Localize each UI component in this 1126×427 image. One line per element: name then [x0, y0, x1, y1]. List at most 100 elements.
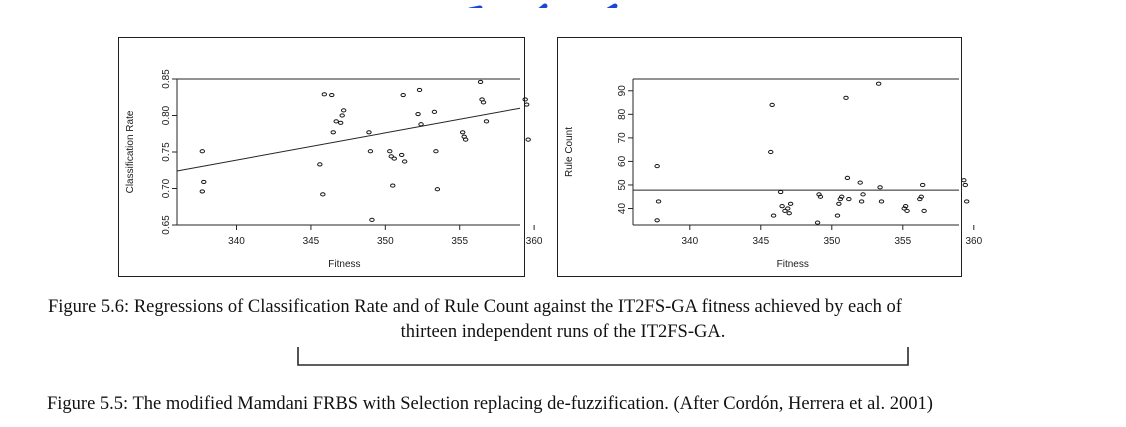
- figure-5-5-caption: Figure 5.5: The modified Mamdani FRBS wi…: [47, 394, 933, 414]
- rule-count-point-4: [769, 102, 775, 108]
- rule-count-point-29: [902, 204, 909, 209]
- rule-count-point-34: [921, 208, 927, 213]
- rule-count-point-6: [777, 189, 784, 195]
- classification-point-30: [462, 137, 469, 142]
- figure-bracket-separator: [297, 347, 909, 366]
- rule-count-plot-box: 340 345 350 355 360 40 50 60 70 80 90 Fitness Rule C…: [557, 37, 983, 277]
- rule-count-x-axis-label: Fitness: [777, 259, 809, 270]
- classification-point-1: [201, 179, 207, 185]
- classification-y-tick-label-1: 0.70: [161, 178, 172, 198]
- classification-y-tick-label-3: 0.80: [161, 105, 172, 125]
- rule-count-point-11: [787, 201, 794, 206]
- classification-point-35: [522, 97, 528, 102]
- rule-count-y-tick-label-0: 40: [617, 203, 628, 215]
- classification-y-tick-label-0: 0.65: [161, 215, 172, 235]
- rule-count-point-1: [655, 199, 662, 204]
- rule-count-point-19: [843, 95, 849, 100]
- rule-count-point-2: [654, 218, 660, 223]
- figure-5-6-caption-line-1: Figure 5.6: Regressions of Classificatio…: [48, 297, 902, 317]
- rule-count-point-25: [875, 81, 882, 86]
- classification-point-3: [317, 162, 323, 167]
- rule-count-x-tick-label-4: 360: [965, 236, 982, 247]
- rule-count-point-3: [768, 149, 774, 155]
- classification-x-tick-label-3: 355: [451, 236, 468, 247]
- rule-count-y-tick-label-3: 70: [617, 132, 628, 144]
- classification-point-13: [367, 149, 374, 154]
- classification-point-26: [433, 149, 439, 154]
- rule-count-point-23: [858, 199, 865, 204]
- rule-count-point-10: [786, 211, 792, 216]
- rule-count-point-27: [878, 199, 885, 204]
- classification-point-7: [330, 130, 336, 135]
- classification-point-17: [390, 183, 396, 188]
- classification-x-axis-label: Fitness: [328, 259, 360, 270]
- classification-point-9: [337, 120, 344, 125]
- rule-count-point-20: [844, 175, 851, 181]
- rule-count-x-tick-label-0: 340: [681, 236, 698, 247]
- classification-point-6: [329, 92, 335, 98]
- classification-x-tick-label-4: 360: [526, 236, 543, 247]
- classification-point-0: [199, 149, 205, 154]
- classification-point-12: [366, 130, 372, 135]
- classification-point-15: [387, 149, 393, 154]
- rule-count-point-26: [877, 185, 883, 190]
- classification-point-4: [320, 192, 326, 197]
- rule-count-point-7: [779, 204, 785, 209]
- classification-point-19: [398, 152, 405, 158]
- rule-count-point-32: [918, 194, 924, 199]
- rule-count-point-18: [839, 194, 845, 199]
- rule-count-y-tick-label-2: 60: [617, 155, 628, 167]
- rule-count-point-21: [846, 196, 852, 202]
- rule-count-point-12: [814, 220, 821, 225]
- rule-count-point-36: [962, 182, 968, 188]
- rule-count-point-16: [836, 201, 842, 206]
- classification-point-22: [415, 111, 421, 117]
- classification-x-tick-label-2: 350: [377, 236, 394, 247]
- classification-point-18: [391, 156, 397, 161]
- rule-count-point-37: [964, 199, 970, 204]
- classification-point-25: [431, 109, 438, 114]
- classification-point-27: [434, 187, 441, 192]
- classification-rate-plot-box: 340 345 350 355 360 0.65 0.70 0.75 0.80 0.85 Fitne…: [118, 37, 543, 277]
- rule-count-point-5: [770, 213, 777, 218]
- rule-count-point-22: [857, 180, 863, 185]
- classification-point-24: [418, 122, 424, 127]
- rule-count-scatter-plot: 340 345 350 355 360 40 50 60 70 80 90 Fitness Rule C…: [564, 78, 983, 270]
- rule-count-x-tick-label-1: 345: [752, 236, 769, 247]
- classification-y-tick-label-2: 0.75: [161, 142, 172, 162]
- classification-point-5: [321, 92, 328, 97]
- blue-fragment-svg: [468, 3, 618, 8]
- rule-count-x-tick-label-3: 355: [894, 236, 911, 247]
- classification-point-2: [199, 189, 205, 194]
- top-blue-fragment: [0, 0, 1126, 8]
- rule-count-y-axis-label: Rule Count: [564, 127, 575, 177]
- rule-count-x-tick-label-2: 350: [823, 236, 840, 247]
- rule-count-point-35: [961, 178, 967, 183]
- classification-point-23: [416, 87, 423, 93]
- classification-x-tick-label-1: 345: [303, 236, 320, 247]
- classification-point-31: [477, 79, 484, 85]
- classification-point-36: [523, 102, 530, 107]
- classification-regression-line: [176, 107, 521, 172]
- classification-point-33: [480, 100, 487, 105]
- rule-count-point-33: [919, 182, 926, 188]
- classification-point-16: [388, 154, 394, 159]
- classification-point-37: [525, 137, 531, 142]
- rule-count-point-8: [782, 208, 788, 213]
- classification-y-tick-label-4: 0.85: [161, 69, 172, 89]
- rule-count-y-tick-label-4: 80: [617, 108, 628, 120]
- classification-point-8: [333, 119, 339, 124]
- classification-point-10: [339, 113, 345, 118]
- rule-count-point-9: [785, 206, 791, 211]
- classification-point-28: [459, 130, 466, 135]
- classification-point-11: [340, 108, 347, 113]
- classification-point-21: [401, 159, 408, 164]
- rule-count-point-30: [904, 208, 910, 213]
- rule-count-point-15: [834, 213, 841, 218]
- classification-point-20: [400, 92, 406, 98]
- rule-count-y-tick-label-5: 90: [617, 85, 628, 97]
- rule-count-point-0: [654, 164, 660, 169]
- rule-count-point-24: [860, 192, 866, 197]
- classification-rate-scatter-plot: 340 345 350 355 360 0.65 0.70 0.75 0.80 0.85 Fitne…: [125, 69, 543, 270]
- classification-point-34: [483, 119, 490, 124]
